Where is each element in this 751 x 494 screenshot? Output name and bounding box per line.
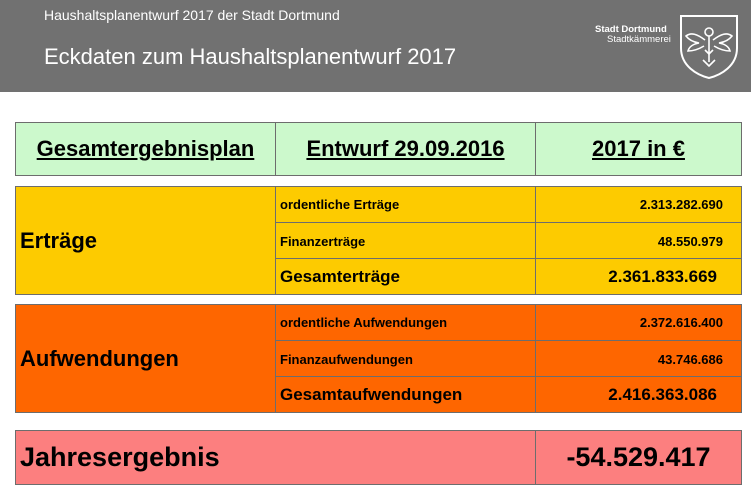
row-value: 43.746.686 xyxy=(535,341,741,377)
row-value: 2.416.363.086 xyxy=(535,377,741,412)
slide-title: Eckdaten zum Haushaltsplanentwurf 2017 xyxy=(44,44,457,69)
row-value: 2.361.833.669 xyxy=(535,259,741,294)
row-label: Gesamterträge xyxy=(275,259,535,294)
aufwendungen-label: Aufwendungen xyxy=(20,345,179,371)
table-row: Gesamterträge 2.361.833.669 xyxy=(275,258,741,294)
eagle-crest-icon xyxy=(680,15,738,80)
row-label: ordentliche Erträge xyxy=(275,187,535,222)
row-value: 2.372.616.400 xyxy=(535,305,741,340)
ertraege-label: Erträge xyxy=(20,227,98,253)
table-row: ordentliche Erträge 2.313.282.690 xyxy=(16,187,741,222)
slide-supertitle: Haushaltsplanentwurf 2017 der Stadt Dort… xyxy=(44,7,340,23)
table-row: ordentliche Aufwendungen 2.372.616.400 xyxy=(16,305,741,340)
logo-department: Stadtkämmerei xyxy=(607,34,671,45)
jahresergebnis-value: -54.529.417 xyxy=(535,431,741,484)
row-value: 2.313.282.690 xyxy=(535,187,741,222)
jahresergebnis-label: Jahresergebnis xyxy=(20,442,220,472)
row-label: ordentliche Aufwendungen xyxy=(275,305,535,340)
jahresergebnis-section: Jahresergebnis -54.529.417 xyxy=(15,430,742,485)
table-row: Finanzaufwendungen 43.746.686 xyxy=(275,340,741,377)
table-row: Gesamtaufwendungen 2.416.363.086 xyxy=(275,376,741,412)
row-label: Finanzerträge xyxy=(275,223,535,259)
header-entwurf-date: Entwurf 29.09.2016 xyxy=(275,123,535,175)
row-value: 48.550.979 xyxy=(535,223,741,259)
aufwendungen-section: Aufwendungen ordentliche Aufwendungen 2.… xyxy=(15,304,742,413)
logo-city-name: Stadt Dortmund xyxy=(595,24,667,35)
table-header-row: Gesamtergebnisplan Entwurf 29.09.2016 20… xyxy=(15,122,742,176)
ertraege-section: Erträge ordentliche Erträge 2.313.282.69… xyxy=(15,186,742,295)
row-label: Gesamtaufwendungen xyxy=(275,377,535,412)
header-gesamtergebnisplan: Gesamtergebnisplan xyxy=(36,136,255,161)
table-row: Finanzerträge 48.550.979 xyxy=(275,222,741,259)
slide-header: Haushaltsplanentwurf 2017 der Stadt Dort… xyxy=(0,0,751,92)
row-label: Finanzaufwendungen xyxy=(275,341,535,377)
header-2017-euro: 2017 in € xyxy=(535,123,741,175)
